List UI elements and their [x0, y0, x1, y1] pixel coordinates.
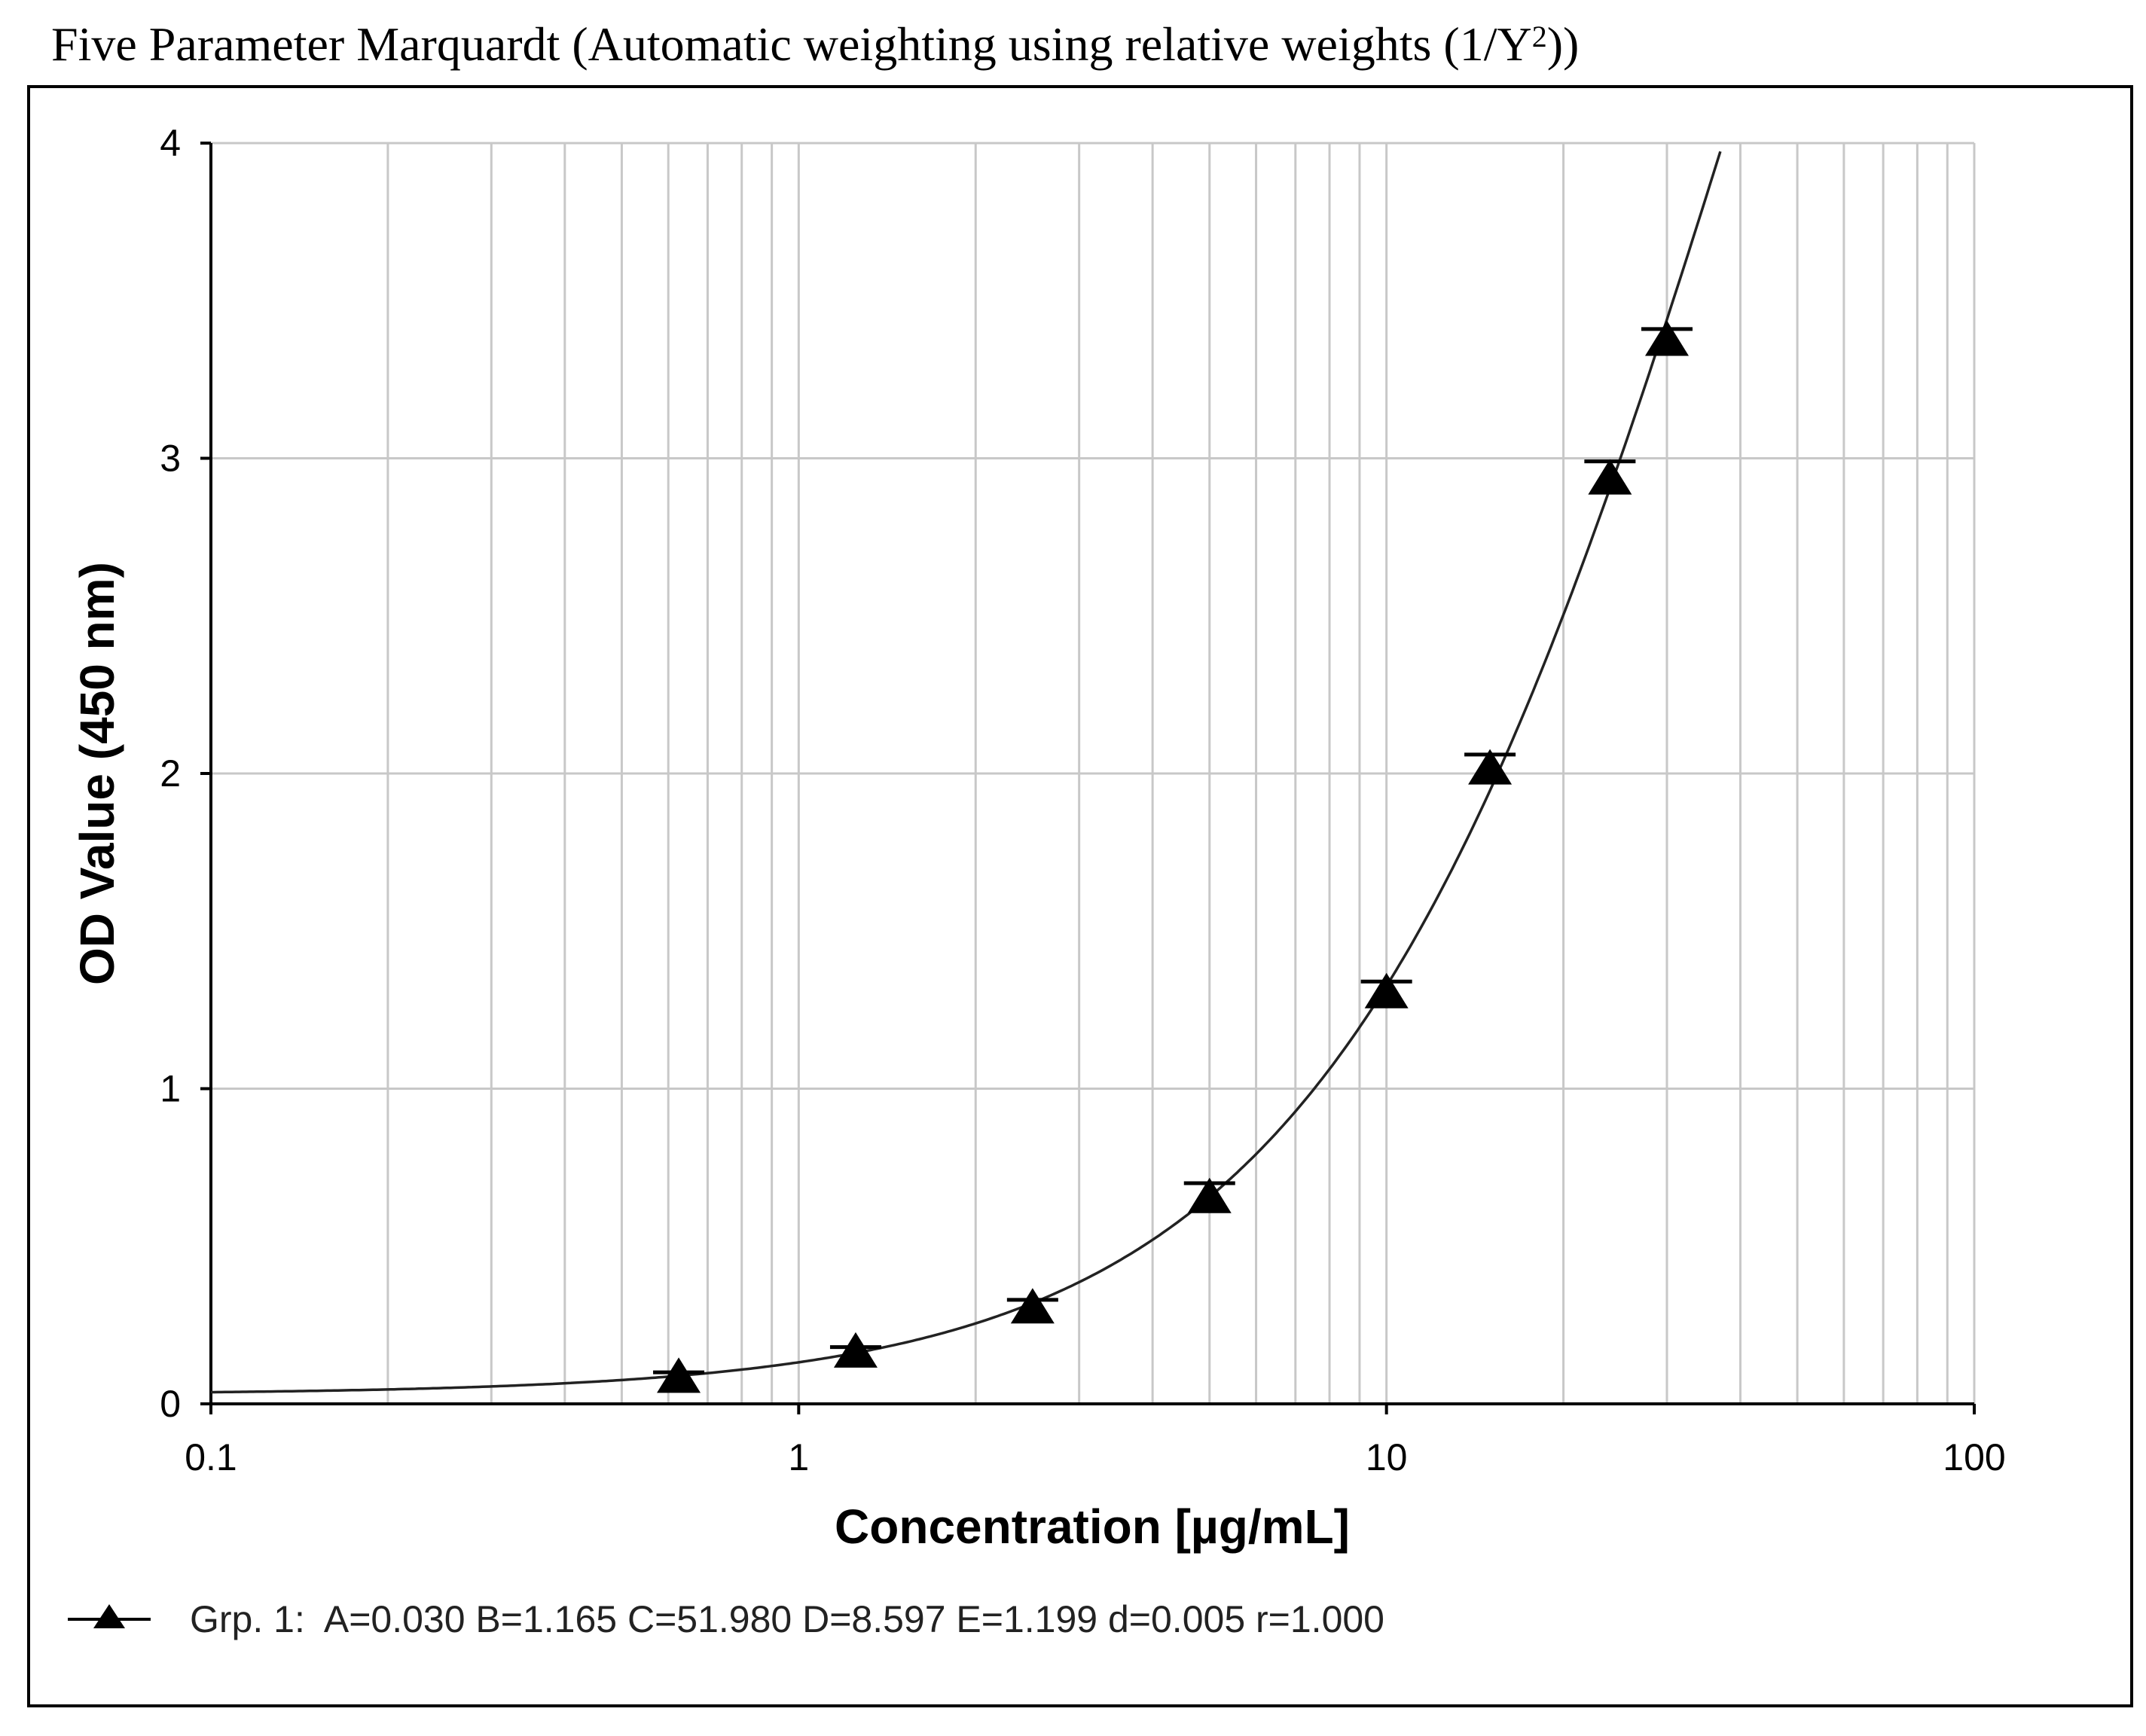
data-point — [829, 1332, 881, 1368]
data-point — [1464, 749, 1516, 785]
triangle-marker — [1364, 972, 1409, 1008]
x-tick-label: 1 — [788, 1436, 809, 1478]
legend-label: Grp. 1: A=0.030 B=1.165 C=51.980 D=8.597… — [190, 1598, 1384, 1640]
chart-frame — [27, 85, 2133, 1707]
y-axis-label: OD Value (450 nm) — [70, 562, 124, 985]
triangle-marker — [1644, 320, 1689, 356]
data-point — [1360, 972, 1412, 1008]
triangle-marker — [1468, 749, 1513, 785]
data-point — [653, 1357, 705, 1393]
triangle-marker — [1010, 1288, 1055, 1324]
triangle-marker — [833, 1332, 878, 1368]
x-tick-label: 100 — [1943, 1436, 2005, 1478]
legend-triangle-icon — [93, 1604, 125, 1628]
tick-labels: 0 1 2 3 4 0.1 1 10 100 — [160, 122, 2006, 1478]
data-points — [653, 320, 1693, 1393]
chart-title-superscript: 2 — [1531, 20, 1547, 53]
x-tick-label: 0.1 — [185, 1436, 237, 1478]
y-tick-label: 1 — [160, 1068, 181, 1110]
triangle-marker — [1588, 459, 1632, 495]
chart-title-text: Five Parameter Marquardt (Automatic weig… — [51, 17, 1532, 71]
x-axis-label: Concentration [µg/mL] — [835, 1500, 1350, 1554]
triangle-marker — [1187, 1177, 1232, 1213]
data-point — [1006, 1288, 1058, 1324]
y-tick-label: 4 — [160, 122, 181, 164]
y-tick-label: 0 — [160, 1383, 181, 1425]
legend: Grp. 1: A=0.030 B=1.165 C=51.980 D=8.597… — [68, 1598, 1384, 1640]
y-tick-label: 2 — [160, 752, 181, 795]
y-tick-label: 3 — [160, 438, 181, 480]
x-tick-label: 10 — [1366, 1436, 1408, 1478]
data-point — [1641, 320, 1693, 356]
data-point — [1183, 1177, 1235, 1213]
grid — [211, 142, 1976, 1404]
triangle-marker — [657, 1357, 701, 1393]
chart-title-suffix: )) — [1546, 17, 1580, 71]
fit-curve — [211, 151, 1722, 1394]
chart-title: Five Parameter Marquardt (Automatic weig… — [51, 11, 1579, 78]
data-point — [1584, 459, 1636, 495]
